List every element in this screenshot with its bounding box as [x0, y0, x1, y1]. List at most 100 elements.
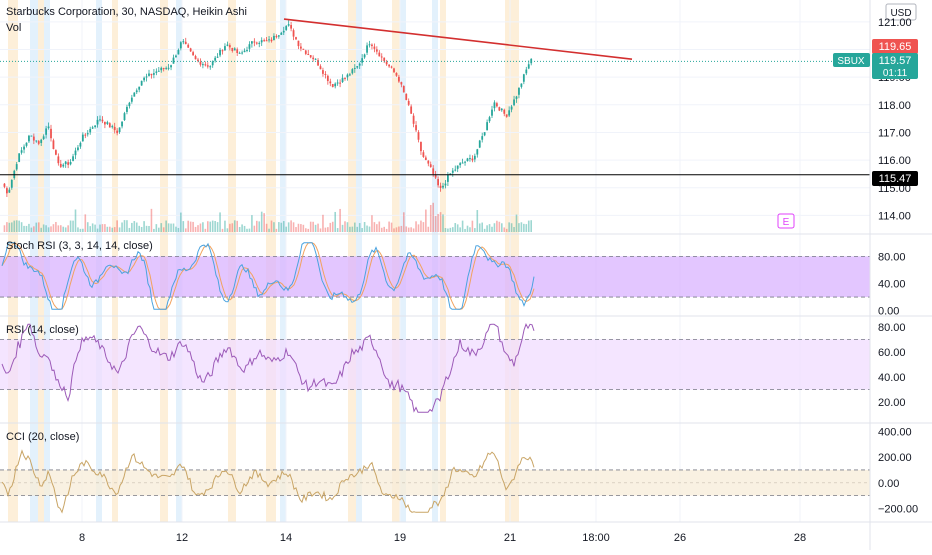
candle[interactable]: [498, 107, 501, 111]
candle[interactable]: [471, 158, 474, 161]
candle[interactable]: [285, 26, 288, 30]
candle[interactable]: [476, 149, 479, 155]
candle[interactable]: [329, 81, 332, 84]
candle[interactable]: [265, 40, 268, 42]
time-axis[interactable]: 8 12 14 19 21 18:00 26 28: [79, 532, 806, 544]
candle[interactable]: [108, 123, 111, 128]
candle[interactable]: [243, 50, 246, 53]
candle[interactable]: [400, 82, 403, 85]
candle[interactable]: [116, 130, 119, 134]
candle[interactable]: [277, 35, 280, 37]
candle[interactable]: [204, 64, 207, 66]
candle[interactable]: [248, 44, 251, 49]
candle[interactable]: [89, 128, 92, 133]
candle[interactable]: [373, 46, 376, 49]
candle[interactable]: [290, 25, 292, 29]
candle[interactable]: [113, 126, 116, 131]
candle[interactable]: [106, 122, 109, 125]
candle[interactable]: [380, 56, 383, 58]
candle[interactable]: [162, 68, 165, 70]
candles[interactable]: [3, 20, 533, 198]
candle[interactable]: [8, 189, 11, 193]
candle[interactable]: [503, 109, 506, 114]
candle[interactable]: [20, 150, 23, 153]
candle[interactable]: [258, 42, 261, 44]
candle[interactable]: [175, 55, 177, 58]
candle[interactable]: [182, 41, 185, 43]
candle[interactable]: [202, 64, 204, 66]
candle[interactable]: [72, 156, 74, 161]
candle[interactable]: [424, 157, 427, 160]
candle[interactable]: [18, 153, 21, 162]
candle[interactable]: [157, 70, 160, 72]
candle[interactable]: [128, 102, 131, 107]
candle[interactable]: [309, 55, 312, 58]
candle[interactable]: [302, 48, 305, 50]
candle[interactable]: [326, 75, 329, 82]
candle[interactable]: [324, 73, 327, 75]
candle[interactable]: [260, 40, 263, 43]
candle[interactable]: [481, 136, 484, 140]
candle[interactable]: [199, 61, 202, 65]
candle[interactable]: [437, 179, 439, 186]
candle[interactable]: [121, 121, 123, 127]
candle[interactable]: [45, 128, 47, 135]
candle[interactable]: [206, 65, 209, 67]
candle[interactable]: [525, 69, 528, 74]
rsi-axis[interactable]: 80.00 60.00 40.00 20.00: [878, 322, 906, 409]
candle[interactable]: [187, 44, 190, 48]
candle[interactable]: [304, 50, 307, 54]
candle[interactable]: [172, 57, 175, 64]
candle[interactable]: [356, 66, 359, 68]
candle[interactable]: [246, 49, 248, 51]
candle[interactable]: [104, 121, 106, 125]
candle[interactable]: [393, 68, 395, 73]
candle[interactable]: [390, 66, 393, 68]
candle[interactable]: [407, 100, 410, 105]
candle[interactable]: [341, 77, 344, 83]
candle[interactable]: [219, 49, 221, 56]
candle[interactable]: [74, 150, 77, 156]
candle[interactable]: [478, 140, 481, 148]
candle[interactable]: [99, 119, 101, 121]
candle[interactable]: [312, 57, 315, 60]
candle[interactable]: [179, 42, 182, 49]
candle[interactable]: [336, 82, 339, 84]
candle[interactable]: [32, 136, 35, 141]
candle[interactable]: [138, 86, 141, 90]
candle[interactable]: [228, 45, 231, 48]
candle[interactable]: [255, 42, 258, 44]
candle[interactable]: [135, 90, 138, 93]
candle[interactable]: [123, 113, 126, 121]
candle[interactable]: [415, 125, 417, 131]
earnings-marker[interactable]: E: [777, 213, 795, 229]
candle[interactable]: [486, 122, 488, 131]
candle[interactable]: [405, 93, 408, 100]
candle[interactable]: [81, 134, 84, 142]
candle[interactable]: [371, 44, 373, 47]
candle[interactable]: [493, 102, 496, 109]
candle[interactable]: [77, 147, 79, 150]
candle[interactable]: [253, 41, 256, 43]
candle[interactable]: [47, 126, 50, 129]
candle[interactable]: [280, 32, 283, 35]
candle[interactable]: [160, 67, 163, 71]
candle[interactable]: [466, 158, 469, 162]
candle[interactable]: [346, 74, 349, 78]
candle[interactable]: [94, 125, 96, 128]
candle[interactable]: [368, 44, 371, 46]
candle[interactable]: [165, 67, 168, 69]
candle[interactable]: [236, 49, 239, 54]
candle[interactable]: [3, 183, 6, 187]
currency-button[interactable]: [885, 3, 917, 21]
candle[interactable]: [148, 73, 150, 76]
candle[interactable]: [126, 106, 128, 112]
candle[interactable]: [358, 63, 361, 66]
candle[interactable]: [251, 41, 253, 44]
candle[interactable]: [143, 77, 145, 81]
candle[interactable]: [209, 66, 212, 68]
candle[interactable]: [233, 48, 236, 51]
candle[interactable]: [464, 161, 466, 163]
candle[interactable]: [211, 61, 214, 66]
candle[interactable]: [167, 67, 170, 69]
